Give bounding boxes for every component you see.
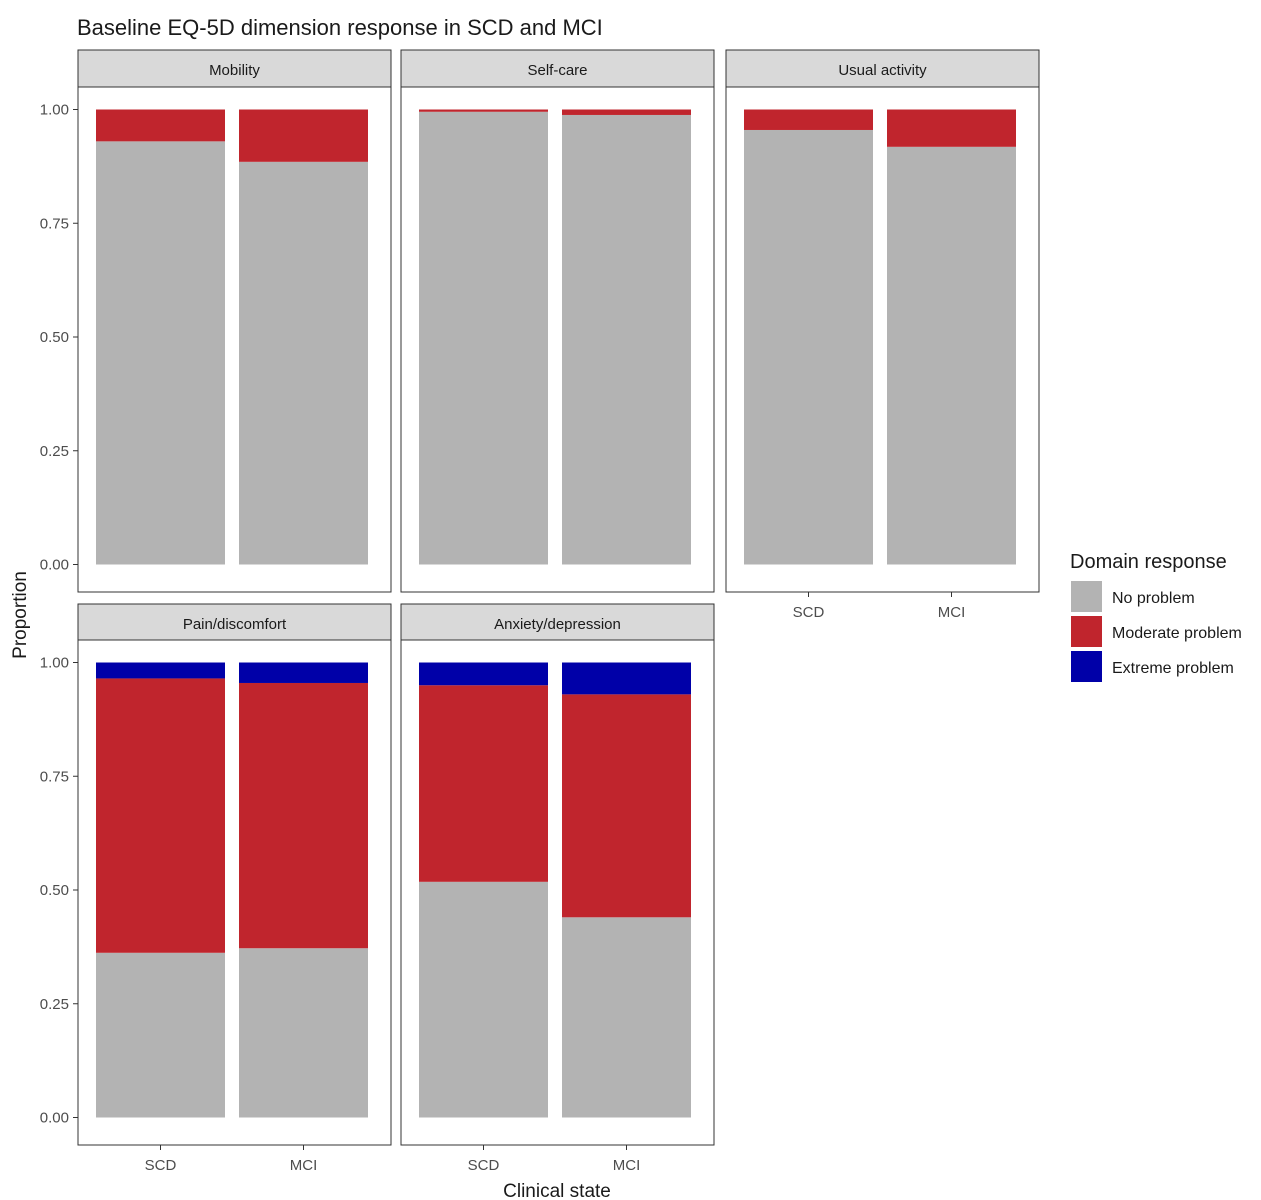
bar-mobility-scd-moderate-problem (96, 109, 225, 142)
bar-anxiety-depression-mci-extreme-problem (562, 662, 691, 695)
x-tick-label-mci: MCI (290, 1157, 318, 1174)
legend: Domain response No problem Moderate probl… (1070, 551, 1242, 682)
bar-anxiety-depression-scd-moderate-problem (419, 685, 548, 882)
bar-pain-discomfort-scd-no-problem (96, 952, 225, 1118)
panel-pain-discomfort: Pain/discomfort 0.00 0.25 0.50 0.75 1.00 SCD MC… (40, 603, 392, 1174)
panel-self-care: Self-care (400, 49, 715, 593)
bar-usual-activity-scd-moderate-problem (744, 109, 873, 130)
strip-label-pain-discomfort: Pain/discomfort (183, 616, 287, 633)
y-tick-label: 0.50 (40, 329, 69, 346)
panel-border-usual-activity (725, 86, 1040, 593)
panel-border-self-care (400, 86, 715, 593)
strip-pain-discomfort (77, 603, 392, 641)
legend-label-extreme-problem: Extreme problem (1112, 660, 1234, 677)
x-tick-label-scd: SCD (145, 1157, 177, 1174)
x-tick-label-scd: SCD (793, 604, 825, 621)
panel-border-pain-discomfort (77, 639, 392, 1146)
panel-border-mobility (77, 86, 392, 593)
bar-anxiety-depression-mci-moderate-problem (562, 694, 691, 918)
bar-pain-discomfort-mci-no-problem (239, 948, 368, 1118)
bar-pain-discomfort-mci-extreme-problem (239, 662, 368, 683)
x-axis-title: Clinical state (503, 1181, 611, 1200)
strip-self-care (400, 49, 715, 88)
strip-label-anxiety-depression: Anxiety/depression (494, 616, 621, 633)
legend-label-moderate-problem: Moderate problem (1112, 625, 1242, 642)
y-tick-label: 0.50 (40, 882, 69, 899)
strip-label-self-care: Self-care (527, 62, 587, 79)
bar-usual-activity-scd-no-problem (744, 129, 873, 565)
y-tick-label: 0.25 (40, 996, 69, 1013)
bar-pain-discomfort-scd-moderate-problem (96, 678, 225, 953)
bar-mobility-scd-no-problem (96, 141, 225, 565)
legend-key-moderate-problem (1071, 616, 1102, 647)
y-axis-title: Proportion (10, 571, 31, 659)
facet-panels: Mobility 0.00 0.25 0.50 0.75 1.00 Self-care Usu… (40, 49, 1040, 1174)
legend-label-no-problem: No problem (1112, 590, 1195, 607)
bar-anxiety-depression-scd-extreme-problem (419, 662, 548, 686)
bar-pain-discomfort-mci-moderate-problem (239, 682, 368, 949)
y-tick-label: 0.25 (40, 443, 69, 460)
y-tick-label: 1.00 (40, 102, 69, 119)
bar-mobility-mci-no-problem (239, 161, 368, 565)
strip-usual-activity (725, 49, 1040, 88)
panel-border-anxiety-depression (400, 639, 715, 1146)
strip-label-usual-activity: Usual activity (838, 62, 927, 79)
x-tick-label-mci: MCI (613, 1157, 641, 1174)
panel-anxiety-depression: Anxiety/depression SCD MCI (400, 603, 715, 1174)
legend-key-no-problem (1071, 581, 1102, 612)
bar-pain-discomfort-scd-extreme-problem (96, 662, 225, 679)
panel-mobility: Mobility 0.00 0.25 0.50 0.75 1.00 (40, 49, 392, 593)
y-tick-label: 0.75 (40, 768, 69, 785)
bar-self-care-mci-moderate-problem (562, 109, 691, 115)
legend-title: Domain response (1070, 551, 1227, 573)
bar-self-care-scd-no-problem (419, 111, 548, 565)
bar-usual-activity-mci-no-problem (887, 146, 1016, 565)
panel-usual-activity: Usual activity SCD MCI (725, 49, 1040, 621)
x-tick-label-scd: SCD (468, 1157, 500, 1174)
strip-label-mobility: Mobility (209, 62, 260, 79)
x-tick-label-mci: MCI (938, 604, 966, 621)
y-tick-label: 0.75 (40, 215, 69, 232)
strip-mobility (77, 49, 392, 88)
legend-key-extreme-problem (1071, 651, 1102, 682)
y-tick-label: 0.00 (40, 1110, 69, 1127)
chart-title: Baseline EQ-5D dimension response in SCD… (77, 15, 603, 40)
bar-mobility-mci-moderate-problem (239, 109, 368, 162)
bar-anxiety-depression-scd-no-problem (419, 881, 548, 1118)
bar-self-care-mci-no-problem (562, 114, 691, 565)
bar-self-care-scd-moderate-problem (419, 109, 548, 112)
y-tick-label: 1.00 (40, 655, 69, 672)
bar-usual-activity-mci-moderate-problem (887, 109, 1016, 147)
bar-anxiety-depression-mci-no-problem (562, 917, 691, 1118)
y-tick-label: 0.00 (40, 557, 69, 574)
